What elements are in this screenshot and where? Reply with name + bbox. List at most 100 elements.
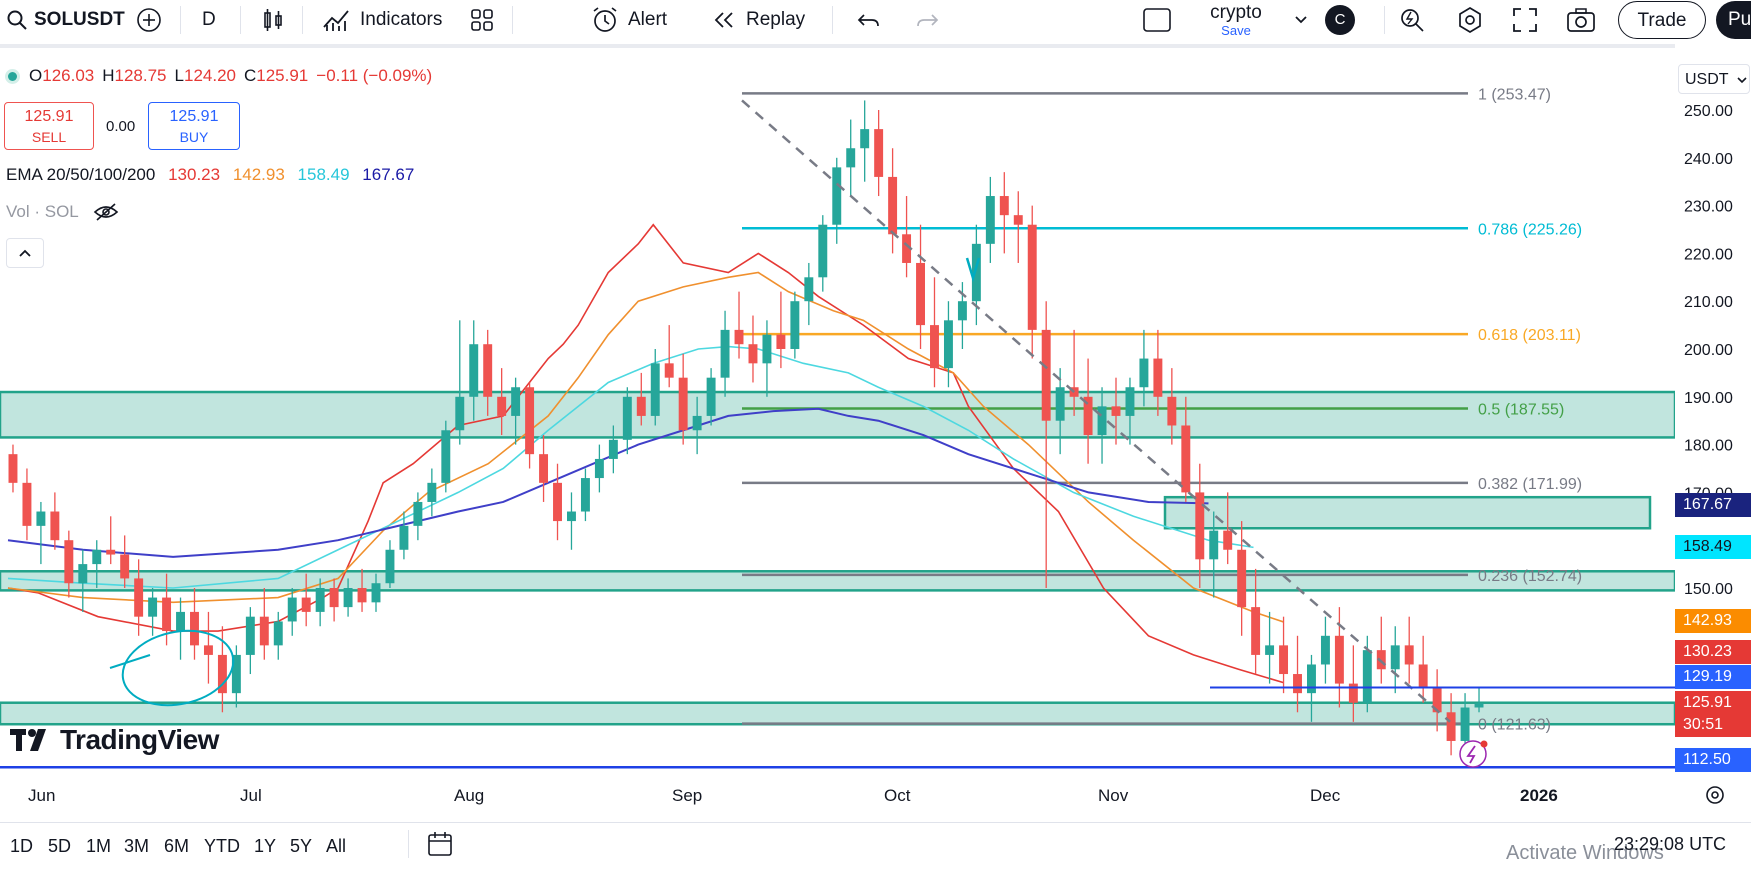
- layout-dropdown[interactable]: [1294, 0, 1308, 40]
- candle-body: [790, 301, 800, 349]
- range-3m[interactable]: 3M: [124, 836, 150, 856]
- notification-dot: [1480, 740, 1488, 748]
- candle-body: [1418, 664, 1428, 689]
- low-label: L: [174, 66, 184, 85]
- compare-button[interactable]: [136, 0, 162, 40]
- fib-level-label: 0.236 (152.74): [1478, 568, 1582, 585]
- fib-level-label: 0 (121.63): [1478, 717, 1551, 734]
- candle-body: [636, 396, 646, 416]
- volume-label: Vol · SOL: [6, 202, 79, 221]
- rewind-icon: [714, 12, 733, 28]
- candle-body: [343, 588, 353, 608]
- candle-body: [162, 597, 172, 632]
- candle-body: [1153, 358, 1163, 397]
- undo-button[interactable]: [856, 0, 882, 40]
- candle-body: [427, 482, 437, 502]
- redo-button[interactable]: [914, 0, 940, 40]
- indicators-button[interactable]: Indicators: [322, 0, 442, 40]
- range-1m[interactable]: 1M: [86, 836, 112, 856]
- indicators-icon: [323, 10, 349, 31]
- ema-legend-title: EMA 20/50/100/200: [6, 165, 156, 184]
- candle-body: [1404, 645, 1414, 665]
- interval-button[interactable]: D: [202, 9, 216, 30]
- candle-body: [203, 645, 213, 655]
- candle-body: [287, 597, 297, 622]
- layout-toggle[interactable]: [1142, 0, 1172, 40]
- y-tick-label: 250.00: [1684, 103, 1733, 120]
- x-tick-jun: Jun: [28, 786, 56, 805]
- alert-label: Alert: [628, 9, 668, 30]
- chart-type-button[interactable]: [260, 0, 286, 40]
- range-6m[interactable]: 6M: [164, 836, 190, 856]
- candle-body: [553, 482, 562, 522]
- y-tick-label: 220.00: [1684, 246, 1733, 263]
- range-all[interactable]: All: [326, 836, 347, 856]
- buy-button[interactable]: 125.91 BUY: [148, 102, 240, 150]
- indicators-label: Indicators: [360, 9, 443, 30]
- avatar[interactable]: C: [1325, 5, 1355, 35]
- candle-body: [734, 329, 744, 345]
- brand-name: TradingView: [60, 724, 219, 755]
- sell-button[interactable]: 125.91 SELL: [4, 102, 94, 150]
- candle-body: [567, 511, 576, 522]
- publish-button[interactable]: Pu: [1716, 1, 1751, 39]
- change-value: −0.11 (−0.09%): [316, 66, 433, 85]
- alert-button[interactable]: Alert: [590, 0, 667, 40]
- candle-body: [1237, 549, 1247, 608]
- currency-selector[interactable]: USDT: [1678, 64, 1750, 94]
- candle-body: [1376, 650, 1386, 670]
- candle-body: [650, 363, 660, 416]
- eye-off-icon[interactable]: [93, 202, 119, 222]
- candle-body: [874, 129, 884, 177]
- price-chart[interactable]: 1 (253.47) 0.786 (225.26) 0.618 (203.11) 0.…: [0, 0, 1751, 822]
- settings-button[interactable]: [1456, 0, 1484, 40]
- collapse-legend-button[interactable]: [6, 238, 44, 268]
- ema-legend[interactable]: EMA 20/50/100/200 130.23 142.93 158.49 1…: [6, 165, 414, 185]
- candle-body: [860, 129, 870, 149]
- fib-level-label: 0.618 (203.11): [1478, 327, 1581, 344]
- candle-body: [916, 262, 925, 326]
- templates-button[interactable]: [470, 0, 494, 40]
- fullscreen-button[interactable]: [1512, 0, 1538, 40]
- candle-body: [1348, 683, 1358, 703]
- range-5y[interactable]: 5Y: [290, 836, 313, 856]
- candle-body: [36, 511, 46, 526]
- symbol-search[interactable]: SOLUSDT: [6, 0, 125, 40]
- trade-button[interactable]: Trade: [1618, 1, 1706, 39]
- x-tick-oct: Oct: [884, 786, 911, 805]
- chart-settings-icon[interactable]: [1704, 784, 1726, 806]
- candle-body: [525, 387, 535, 455]
- support-resistance-zone: [0, 390, 1677, 439]
- buy-price: 125.91: [169, 108, 219, 125]
- chevron-down-icon: [1295, 16, 1307, 24]
- candle-body: [231, 654, 241, 694]
- candle-body: [1474, 703, 1484, 708]
- tradingview-icon: [10, 729, 46, 751]
- currency-label: USDT: [1685, 71, 1729, 88]
- snapshot-button[interactable]: [1566, 0, 1596, 40]
- range-1d[interactable]: 1D: [10, 836, 34, 856]
- open-value: 126.03: [42, 66, 95, 85]
- range-1y[interactable]: 1Y: [254, 836, 277, 856]
- candle-body: [1027, 224, 1037, 330]
- clock[interactable]: 23:29:08 UTC: [1614, 834, 1727, 854]
- tradingview-logo[interactable]: TradingView: [10, 724, 219, 756]
- range-5d[interactable]: 5D: [48, 836, 72, 856]
- low-value: 124.20: [183, 66, 236, 85]
- replay-button[interactable]: Replay: [712, 0, 805, 40]
- ohlc-legend: O 126.03 H 128.75 L 124.20 C 125.91 −0.11 (−…: [8, 66, 440, 86]
- layout-name-block[interactable]: crypto Save: [1202, 2, 1270, 38]
- grid-icon: [471, 9, 493, 31]
- y-tick-label: 180.00: [1684, 438, 1733, 455]
- bottom-toolbar: [0, 822, 1751, 876]
- candle-body: [1362, 650, 1372, 703]
- candle-body: [217, 654, 227, 694]
- quick-search-button[interactable]: [1398, 0, 1426, 40]
- sell-price: 125.91: [24, 108, 74, 125]
- calendar-icon[interactable]: [426, 830, 454, 858]
- candle-body: [92, 549, 102, 565]
- volume-legend[interactable]: Vol · SOL: [6, 202, 119, 222]
- camera-icon: [1567, 8, 1595, 32]
- layout-name: crypto: [1210, 2, 1262, 23]
- range-ytd[interactable]: YTD: [204, 836, 240, 856]
